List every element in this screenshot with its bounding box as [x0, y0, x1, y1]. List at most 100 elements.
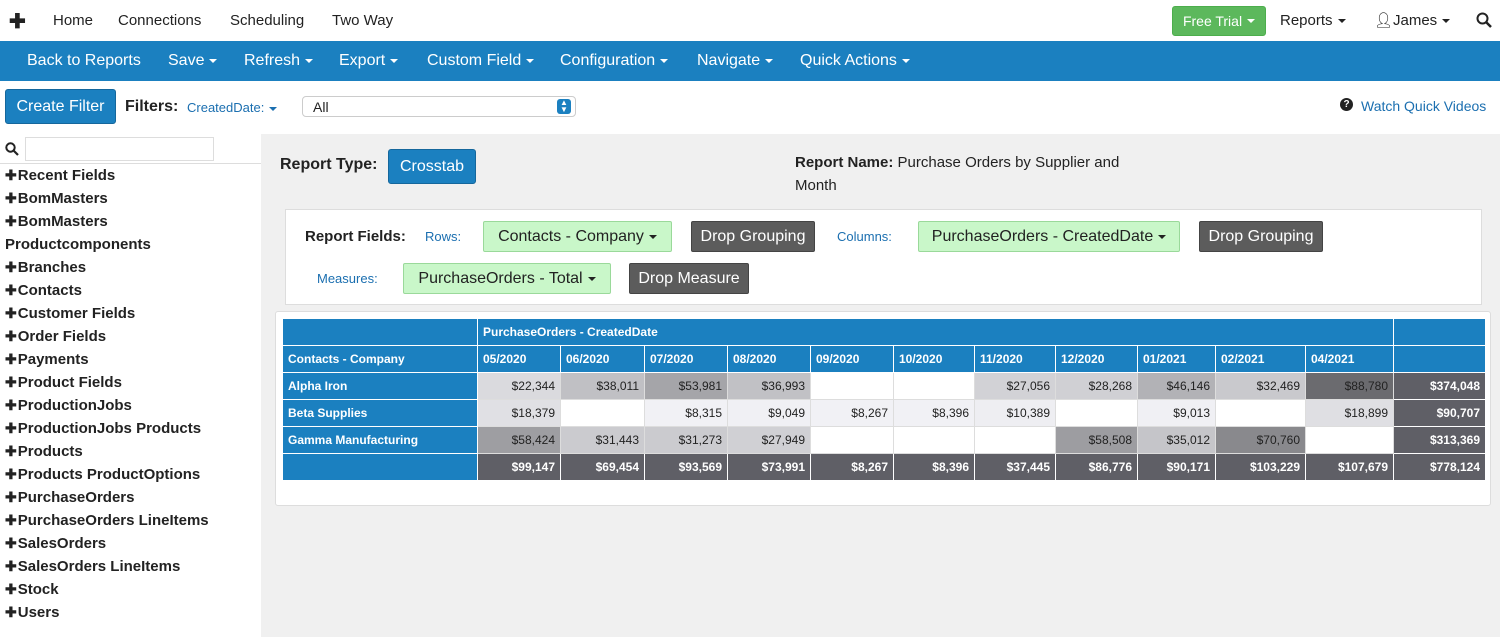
logo-icon[interactable]: ✚ [9, 11, 26, 33]
sidebar-item[interactable]: ProductionJobs Products [5, 417, 201, 440]
column-header: 01/2021 [1137, 345, 1216, 373]
rows-label: Rows: [425, 229, 462, 244]
videos-link[interactable]: Watch Quick Videos [1361, 98, 1487, 114]
toolbar-item[interactable]: Refresh [244, 52, 313, 70]
header-cell [1393, 318, 1486, 346]
report-name: Report Name: Purchase Orders by Supplier… [795, 151, 1145, 197]
report-type-button[interactable]: Crosstab [388, 149, 476, 184]
drop-grouping-button[interactable]: Drop Grouping [1199, 221, 1323, 252]
sidebar-item[interactable]: Product Fields [5, 371, 122, 394]
row-header: Contacts - Company [282, 345, 478, 373]
column-header: 07/2020 [644, 345, 728, 373]
sidebar-item[interactable]: Products [5, 440, 83, 463]
value-cell [893, 426, 975, 454]
toolbar-item[interactable]: Navigate [697, 52, 773, 70]
sidebar-item[interactable]: Payments [5, 348, 89, 371]
nav-item[interactable]: Scheduling [230, 12, 305, 29]
value-cell [810, 426, 894, 454]
report-name-label: Report Name: [795, 154, 894, 171]
sidebar-item[interactable]: SalesOrders LineItems [5, 555, 181, 578]
column-header: 05/2020 [477, 345, 561, 373]
column-total: $69,454 [560, 453, 645, 481]
value-cell: $9,049 [727, 399, 811, 427]
sidebar-item[interactable]: Branches [5, 256, 86, 279]
nav-item[interactable]: Two Way [332, 12, 394, 29]
row-total: $313,369 [1393, 426, 1486, 454]
toolbar-item[interactable]: Export [339, 52, 398, 70]
select-arrows: ▲ ▼ [557, 99, 571, 114]
reports-menu[interactable]: Reports [1280, 12, 1346, 29]
columns-field[interactable]: PurchaseOrders - CreatedDate [918, 221, 1180, 252]
divider [0, 163, 261, 164]
user-icon: 👤︎ [1374, 12, 1394, 29]
sidebar-item[interactable]: Users [5, 601, 60, 624]
group-header: PurchaseOrders - CreatedDate [477, 318, 1394, 346]
sidebar-item[interactable]: PurchaseOrders [5, 486, 135, 509]
value-cell: $27,056 [974, 372, 1056, 400]
value-cell: $9,013 [1137, 399, 1216, 427]
value-cell [810, 372, 894, 400]
measures-field[interactable]: PurchaseOrders - Total [403, 263, 611, 294]
sidebar-item[interactable]: BomMasters [5, 187, 108, 210]
toolbar-item[interactable]: Back to Reports [27, 52, 141, 69]
rows-field[interactable]: Contacts - Company [483, 221, 672, 252]
nav-item[interactable]: Connections [118, 12, 202, 29]
sidebar-item[interactable]: BomMasters Productcomponents [5, 210, 241, 256]
drop-grouping-button[interactable]: Drop Grouping [691, 221, 815, 252]
filter-field[interactable]: CreatedDate: [187, 100, 277, 115]
header-cell [282, 318, 478, 346]
value-cell [1215, 399, 1306, 427]
value-cell: $70,760 [1215, 426, 1306, 454]
toolbar: Back to Reports Save Refresh Export Cust… [0, 41, 1500, 81]
create-filter-button[interactable]: Create Filter [5, 89, 116, 124]
value-cell: $8,396 [893, 399, 975, 427]
help-icon: ? [1340, 98, 1353, 111]
filters-label: Filters: [125, 98, 179, 115]
column-header: 06/2020 [560, 345, 645, 373]
sidebar-item[interactable]: Contacts [5, 279, 82, 302]
column-total: $8,267 [810, 453, 894, 481]
toolbar-item[interactable]: Save [168, 52, 217, 70]
column-total: $37,445 [974, 453, 1056, 481]
drop-measure-button[interactable]: Drop Measure [629, 263, 749, 294]
nav-item[interactable]: Home [53, 12, 94, 29]
column-total: $107,679 [1305, 453, 1394, 481]
user-menu[interactable]: James [1393, 12, 1450, 29]
value-cell: $32,469 [1215, 372, 1306, 400]
sidebar-item[interactable]: SalesOrders [5, 532, 106, 555]
value-cell [893, 372, 975, 400]
toolbar-item[interactable]: Configuration [560, 52, 668, 70]
value-cell: $36,993 [727, 372, 811, 400]
column-total: $8,396 [893, 453, 975, 481]
free-trial-button[interactable]: Free Trial [1172, 6, 1266, 36]
header-row: Contacts - Company 05/2020 06/2020 07/2020 0… [282, 345, 1486, 373]
sidebar-item[interactable]: Recent Fields [5, 164, 116, 187]
filter-bar: Create Filter Filters: CreatedDate: All … [0, 81, 1500, 134]
sidebar-item[interactable]: Products ProductOptions [5, 463, 201, 486]
column-header: 04/2021 [1305, 345, 1394, 373]
toolbar-item[interactable]: Quick Actions [800, 52, 910, 70]
column-header: 10/2020 [893, 345, 975, 373]
column-total: $103,229 [1215, 453, 1306, 481]
value-cell: $31,443 [560, 426, 645, 454]
sidebar-item[interactable]: Customer Fields [5, 302, 136, 325]
report-name-value: Purchase Orders by Supplier and Month [795, 154, 1120, 194]
value-cell [974, 426, 1056, 454]
value-cell: $46,146 [1137, 372, 1216, 400]
filter-select[interactable]: All ▲ ▼ [302, 96, 576, 117]
column-header: 08/2020 [727, 345, 811, 373]
toolbar-item[interactable]: Custom Field [427, 52, 534, 70]
value-cell: $18,899 [1305, 399, 1394, 427]
search-icon[interactable] [1476, 12, 1492, 28]
sidebar-item[interactable]: Order Fields [5, 325, 106, 348]
column-total: $93,569 [644, 453, 728, 481]
sidebar-item[interactable]: PurchaseOrders LineItems [5, 509, 209, 532]
sidebar-search[interactable] [25, 137, 214, 161]
column-header: 09/2020 [810, 345, 894, 373]
measures-label: Measures: [317, 271, 378, 286]
value-cell [1055, 399, 1138, 427]
sidebar-item[interactable]: Stock [5, 578, 59, 601]
value-cell [560, 399, 645, 427]
row-total: $374,048 [1393, 372, 1486, 400]
sidebar-item[interactable]: ProductionJobs [5, 394, 132, 417]
